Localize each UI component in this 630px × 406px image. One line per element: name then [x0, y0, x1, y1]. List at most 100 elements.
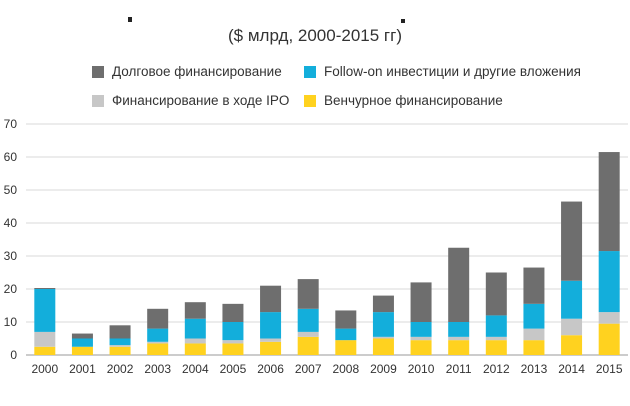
- bar-segment: [297, 336, 319, 355]
- bar-segment: [448, 322, 470, 337]
- y-tick-label: 70: [4, 117, 18, 131]
- legend-item-debt: Долговое финансирование: [92, 64, 282, 79]
- bar-segment: [71, 346, 93, 355]
- bar-segment: [561, 335, 583, 355]
- bar-segment: [147, 343, 169, 355]
- x-tick-label: 2007: [295, 362, 322, 376]
- bar-segment: [260, 338, 282, 342]
- x-tick-label: 2015: [596, 362, 623, 376]
- x-tick-label: 2004: [182, 362, 209, 376]
- bar-segment: [260, 312, 282, 339]
- bar-segment: [448, 340, 470, 355]
- legend-label-venture: Венчурное финансирование: [324, 93, 503, 108]
- bar-segment: [222, 322, 244, 341]
- x-tick-label: 2013: [521, 362, 548, 376]
- bar-segment: [561, 201, 583, 281]
- bar-segment: [523, 328, 545, 341]
- y-tick-label: 20: [4, 282, 18, 296]
- title-fragment-mark: [401, 19, 405, 23]
- bar-segment: [184, 318, 206, 339]
- bar-segment: [523, 267, 545, 304]
- bar-segment: [598, 323, 620, 355]
- bar-segment: [222, 343, 244, 355]
- bar-segment: [147, 328, 169, 342]
- x-tick-label: 2000: [31, 362, 58, 376]
- bar-segment: [71, 333, 93, 339]
- bar-segment: [222, 303, 244, 322]
- bar-segment: [598, 152, 620, 252]
- bar-segment: [335, 340, 357, 355]
- bar-segment: [561, 318, 583, 336]
- bar-segment: [34, 288, 56, 289]
- x-tick-label: 2003: [144, 362, 171, 376]
- bar-segment: [410, 336, 432, 341]
- bar-segment: [598, 251, 620, 313]
- x-tick-label: 2008: [332, 362, 359, 376]
- x-tick-label: 2012: [483, 362, 510, 376]
- bar-segment: [260, 285, 282, 313]
- bar-segment: [34, 331, 56, 347]
- bar-segment: [184, 338, 206, 344]
- bar-segment: [372, 295, 394, 313]
- legend-label-ipo: Финансирование в ходе IPO: [112, 93, 290, 108]
- bar-segment: [109, 345, 131, 347]
- y-tick-label: 40: [4, 216, 18, 230]
- bar-segment: [372, 312, 394, 337]
- bar-segment: [147, 308, 169, 329]
- y-tick-label: 0: [10, 348, 17, 362]
- legend-label-debt: Долговое финансирование: [112, 64, 282, 79]
- legend-swatch-venture: [304, 94, 316, 107]
- bar-segment: [71, 338, 93, 347]
- bar-segment: [222, 340, 244, 344]
- legend-swatch-ipo: [92, 94, 104, 107]
- bar-segment: [335, 310, 357, 329]
- bar-segment: [335, 328, 357, 341]
- x-tick-label: 2014: [558, 362, 585, 376]
- y-tick-label: 10: [4, 315, 18, 329]
- bar-segment: [34, 289, 56, 332]
- bar-segment: [372, 336, 394, 339]
- bar-segment: [410, 340, 432, 355]
- bar-segment: [184, 302, 206, 319]
- bar-segment: [561, 280, 583, 319]
- bar-segment: [297, 308, 319, 332]
- y-tick-label: 30: [4, 249, 18, 263]
- bar-segment: [410, 322, 432, 337]
- chart-subtitle: ($ млрд, 2000-2015 гг): [228, 26, 402, 45]
- x-tick-label: 2006: [257, 362, 284, 376]
- legend-item-ipo: Финансирование в ходе IPO: [92, 93, 289, 108]
- legend-swatch-follow-on: [304, 65, 316, 78]
- y-tick-label: 60: [4, 150, 18, 164]
- bar-segment: [184, 343, 206, 355]
- y-tick-label: 50: [4, 183, 18, 197]
- bar-segment: [485, 315, 507, 337]
- bar-segment: [448, 336, 470, 341]
- legend-item-venture: Венчурное финансирование: [304, 93, 503, 108]
- legend-swatch-debt: [92, 65, 104, 78]
- legend-label-follow-on: Follow-on инвестиции и другие вложения: [324, 64, 581, 79]
- bar-segment: [260, 341, 282, 355]
- bar-segment: [598, 312, 620, 324]
- x-tick-label: 2010: [408, 362, 435, 376]
- bar-segment: [297, 279, 319, 309]
- bar-segment: [485, 340, 507, 355]
- x-tick-label: 2001: [69, 362, 96, 376]
- bar-segment: [109, 338, 131, 346]
- bar-segment: [523, 340, 545, 355]
- bar-segment: [485, 272, 507, 316]
- bar-segment: [34, 346, 56, 355]
- bar-segment: [410, 282, 432, 322]
- bar-segment: [485, 336, 507, 341]
- title-fragment-mark: [128, 17, 132, 22]
- bar-segment: [372, 338, 394, 355]
- bar-segment: [523, 303, 545, 329]
- bar-segment: [109, 346, 131, 355]
- bar-segment: [147, 341, 169, 344]
- bar-segment: [297, 331, 319, 337]
- bar-segment: [448, 247, 470, 322]
- legend-item-follow-on: Follow-on инвестиции и другие вложения: [304, 64, 581, 79]
- x-tick-label: 2011: [446, 362, 472, 376]
- x-tick-label: 2002: [107, 362, 134, 376]
- x-tick-label: 2009: [370, 362, 397, 376]
